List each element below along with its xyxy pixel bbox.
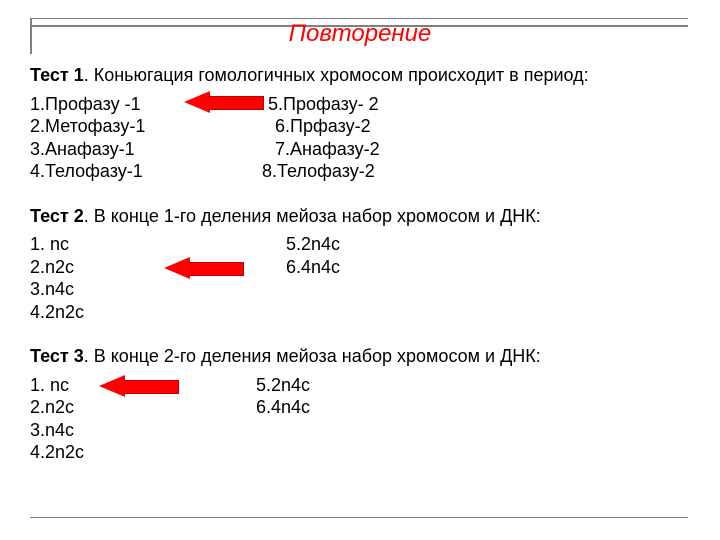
test-1-row-1: 1.Профазу -1 5.Профазу- 2 — [30, 93, 589, 116]
test-3-qtext: . В конце 2-го деления мейоза набор хром… — [84, 346, 541, 366]
option-right: 5.Профазу- 2 — [268, 93, 379, 116]
test-1-question: Тест 1. Коньюгация гомологичных хромосом… — [30, 64, 589, 87]
test-2-row-4: 4.2n2с — [30, 301, 589, 324]
option-right: 5.2n4с — [286, 233, 340, 256]
test-2-qtext: . В конце 1-го деления мейоза набор хром… — [84, 206, 541, 226]
test-3-row-2: 2.n2с 6.4n4с — [30, 396, 589, 419]
option-left: 1. nс — [30, 233, 286, 256]
option-left-text: 1. nс — [30, 375, 69, 395]
bottom-rule — [30, 517, 688, 518]
option-left: 3.Анафазу-1 — [30, 138, 275, 161]
test-1-qtext: . Коньюгация гомологичных хромосом проис… — [84, 65, 589, 85]
test-1-label: Тест 1 — [30, 65, 84, 85]
option-right: 8.Телофазу-2 — [262, 160, 375, 183]
option-left-text: 2.n2с — [30, 257, 74, 277]
option-left: 2.Метофазу-1 — [30, 115, 275, 138]
test-2-row-2: 2.n2с 6.4n4с — [30, 256, 589, 279]
option-right: 5.2n4с — [256, 374, 310, 397]
option-left: 1.Профазу -1 — [30, 93, 184, 116]
option-left: 4.Телофазу-1 — [30, 160, 262, 183]
test-1-row-3: 3.Анафазу-1 7.Анафазу-2 — [30, 138, 589, 161]
option-right: 7.Анафазу-2 — [275, 138, 380, 161]
test-3-row-1: 1. nс 5.2n4с — [30, 374, 589, 397]
option-right: 6.4n4с — [256, 396, 310, 419]
test-2-question: Тест 2. В конце 1-го деления мейоза набо… — [30, 205, 589, 228]
test-2-label: Тест 2 — [30, 206, 84, 226]
test-3-row-4: 4.2n2с — [30, 441, 589, 464]
option-right: 6.Прфазу-2 — [275, 115, 371, 138]
test-2-row-3: 3.n4с — [30, 278, 589, 301]
option-left: 2.n2с — [30, 396, 256, 419]
test-2-row-1: 1. nс 5.2n4с — [30, 233, 589, 256]
slide-body: Тест 1. Коньюгация гомологичных хромосом… — [30, 64, 589, 464]
option-left: 3.n4с — [30, 278, 275, 301]
test-1-row-2: 2.Метофазу-1 6.Прфазу-2 — [30, 115, 589, 138]
option-left: 1. nс — [30, 374, 256, 397]
option-left: 4.2n2с — [30, 301, 275, 324]
slide-title: Повторение — [0, 20, 720, 48]
test-1-row-4: 4.Телофазу-1 8.Телофазу-2 — [30, 160, 589, 183]
test-3-label: Тест 3 — [30, 346, 84, 366]
option-left: 4.2n2с — [30, 441, 275, 464]
arrow-icon — [99, 377, 179, 395]
option-left: 2.n2с — [30, 256, 286, 279]
arrow-icon — [184, 93, 264, 111]
test-3-question: Тест 3. В конце 2-го деления мейоза набо… — [30, 345, 589, 368]
option-right: 6.4n4с — [286, 256, 340, 279]
test-3-row-3: 3.n4с — [30, 419, 589, 442]
arrow-icon — [164, 259, 244, 277]
option-left: 3.n4с — [30, 419, 275, 442]
